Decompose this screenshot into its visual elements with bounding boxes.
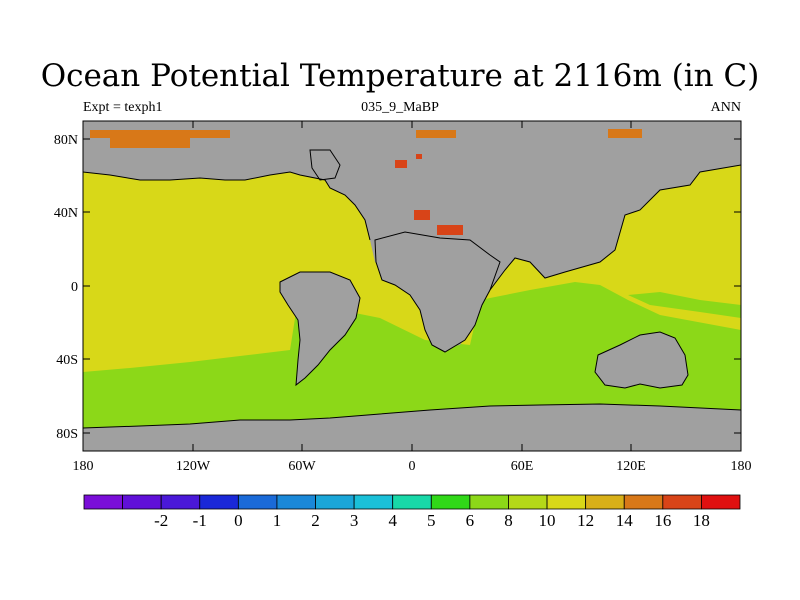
mediterranean-hot-patch	[437, 225, 463, 235]
antarctica-land	[83, 404, 741, 451]
arctic-warm-patch	[608, 129, 642, 138]
x-tick-label: 60E	[511, 459, 534, 474]
chart-title: Ocean Potential Temperature at 2116m (in…	[40, 58, 760, 94]
colorbar-label: 0	[234, 511, 243, 530]
greenland-land	[310, 150, 340, 180]
mediterranean-hot-patch	[416, 154, 422, 159]
colorbar-swatch	[392, 494, 432, 510]
colorbar-label: 1	[273, 511, 282, 530]
colorbar-label: 16	[654, 511, 671, 530]
y-axis: 80N 40N 0 40S 80S	[54, 133, 741, 442]
colorbar-label: 2	[311, 511, 320, 530]
y-tick-label: 0	[71, 280, 78, 295]
colorbar-label: 6	[466, 511, 475, 530]
colorbar-swatch	[662, 494, 702, 510]
mediterranean-hot-patch	[395, 160, 407, 168]
colorbar-label: 10	[539, 511, 556, 530]
y-tick-label: 80S	[56, 427, 78, 442]
colorbar-swatch	[585, 494, 625, 510]
colorbar-label: 18	[693, 511, 710, 530]
colorbar-swatch	[160, 494, 201, 510]
y-tick-label: 80N	[54, 133, 78, 148]
colorbar: -2 -1 0 1 2 3 4 5 6 8 10 12 14 16 18	[83, 494, 741, 530]
arctic-warm-patch	[110, 138, 190, 148]
colorbar-label: 12	[577, 511, 594, 530]
colorbar-swatch	[623, 494, 664, 510]
arctic-warm-patch	[90, 130, 230, 138]
y-tick-label: 40N	[54, 206, 78, 221]
age-label: 035_9_MaBP	[361, 100, 439, 115]
map-field	[83, 121, 741, 451]
colorbar-label: -2	[154, 511, 168, 530]
colorbar-swatch	[469, 494, 509, 510]
x-axis: 180 120W 60W 0 60E 120E 180	[73, 121, 752, 474]
colorbar-swatch	[276, 494, 316, 510]
pacific-8-10-band	[628, 292, 741, 318]
colorbar-label: 3	[350, 511, 359, 530]
colorbar-label: 8	[504, 511, 513, 530]
colorbar-swatch	[237, 494, 278, 510]
x-tick-label: 60W	[288, 459, 316, 474]
experiment-label: Expt = texph1	[83, 100, 163, 115]
colorbar-swatch	[199, 494, 239, 510]
season-label: ANN	[710, 100, 741, 115]
arctic-warm-patch	[416, 130, 456, 138]
colorbar-swatch	[546, 494, 587, 510]
y-tick-label: 40S	[56, 353, 78, 368]
colorbar-swatch	[353, 494, 394, 510]
colorbar-swatch	[508, 494, 548, 510]
coastlines	[83, 149, 741, 429]
colorbar-swatch	[430, 494, 471, 510]
colorbar-swatch	[122, 494, 162, 510]
colorbar-label: 5	[427, 511, 436, 530]
colorbar-swatch	[701, 494, 741, 510]
mediterranean-hot-patch	[414, 210, 430, 220]
x-tick-label: 120W	[176, 459, 211, 474]
x-tick-label: 120E	[616, 459, 646, 474]
colorbar-label: 14	[616, 511, 634, 530]
caribbean-ocean	[240, 240, 270, 255]
south-america-land	[280, 272, 360, 385]
colorbar-label: 4	[388, 511, 397, 530]
africa-land	[375, 232, 500, 352]
x-tick-label: 180	[731, 459, 752, 474]
colorbar-swatch	[315, 494, 355, 510]
colorbar-label: -1	[193, 511, 207, 530]
colorbar-swatch	[83, 494, 123, 510]
x-tick-label: 180	[73, 459, 94, 474]
x-tick-label: 0	[409, 459, 416, 474]
